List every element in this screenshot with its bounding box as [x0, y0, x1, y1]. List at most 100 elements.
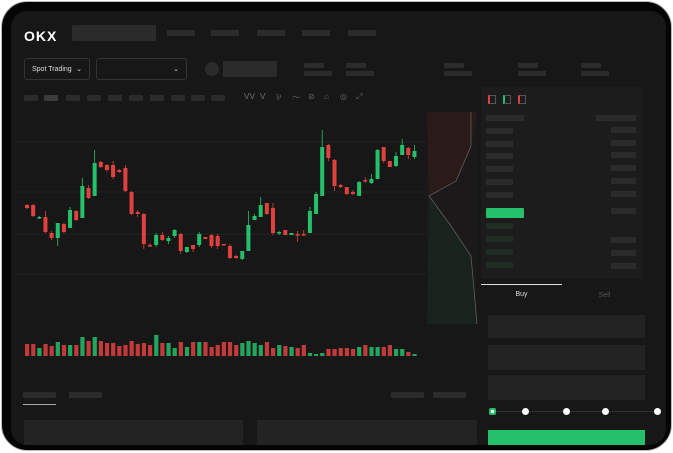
candle	[246, 225, 251, 251]
ask-amount	[611, 140, 636, 146]
slider-mark-75[interactable]	[602, 408, 609, 415]
circle-icon[interactable]: ◎	[340, 92, 347, 101]
volume-bar	[123, 345, 128, 356]
volume-bar	[80, 337, 85, 356]
volume-bar	[37, 348, 42, 356]
nav-item[interactable]	[167, 30, 195, 36]
volume-bar	[111, 343, 116, 356]
candle	[191, 245, 196, 249]
candle	[148, 245, 152, 247]
depth-asks-area	[427, 112, 477, 196]
timeframe-button[interactable]	[24, 95, 38, 101]
buy-button[interactable]	[488, 430, 645, 445]
timeframe-button[interactable]	[44, 95, 58, 101]
timeframe-button[interactable]	[108, 95, 122, 101]
total-input[interactable]	[488, 375, 645, 400]
stat-label	[518, 63, 538, 68]
slider-mark-25[interactable]	[522, 408, 529, 415]
volume-bar	[154, 335, 159, 356]
slider-mark-50[interactable]	[563, 408, 570, 415]
timeframe-button[interactable]	[66, 95, 80, 101]
ask-price	[486, 192, 513, 198]
candle	[166, 238, 171, 241]
timeframe-button[interactable]	[211, 95, 225, 101]
candle	[234, 256, 239, 258]
candle	[31, 205, 36, 216]
filter-button[interactable]	[391, 392, 424, 398]
line-icon[interactable]: 〜	[292, 93, 300, 102]
timeframe-button[interactable]	[171, 95, 185, 101]
volume-bar	[344, 348, 349, 356]
nav-item[interactable]	[257, 30, 285, 36]
candle	[264, 203, 269, 214]
pair-select[interactable]: ⌄	[96, 58, 187, 80]
candle	[215, 236, 220, 246]
ask-price	[486, 153, 513, 159]
book-header-amount	[596, 115, 636, 121]
search-bar[interactable]	[72, 25, 156, 41]
drawing-icon[interactable]: ⅌	[276, 93, 282, 102]
ask-amount	[611, 165, 636, 171]
volume-bar	[61, 345, 67, 356]
candle	[111, 165, 116, 177]
timeframe-button[interactable]	[129, 95, 143, 101]
nav-item[interactable]	[348, 30, 376, 36]
market-type-select[interactable]: Spot Trading ⌄	[24, 58, 90, 80]
candle	[332, 160, 337, 186]
candle	[227, 246, 232, 258]
tab-buy[interactable]: Buy	[515, 291, 528, 298]
indicator-icon[interactable]: ᐯᐯ	[244, 92, 255, 101]
nav-item[interactable]	[211, 30, 239, 36]
volume-bar	[148, 345, 153, 356]
volume-bar	[55, 342, 60, 356]
tab-sell[interactable]: Sell	[598, 292, 611, 299]
volume-bar	[301, 345, 306, 356]
candle	[203, 237, 208, 239]
slider-mark-100[interactable]	[654, 408, 661, 415]
stat-value	[304, 71, 332, 76]
slider-handle[interactable]	[489, 408, 496, 415]
volume-bar	[400, 349, 405, 356]
bid-amount	[611, 237, 636, 243]
pen-icon[interactable]: ⊘	[308, 92, 315, 101]
book-asks-icon[interactable]	[518, 95, 526, 104]
volume-bar	[92, 337, 97, 356]
candle	[320, 147, 325, 196]
price-input[interactable]	[488, 315, 645, 338]
shape-icon[interactable]: ⌂	[324, 92, 329, 101]
volume-bar	[166, 343, 171, 356]
depth-line	[428, 112, 478, 325]
depth-bids-area	[427, 196, 477, 324]
volume-bar	[289, 347, 294, 356]
volume-bar	[307, 353, 313, 356]
tab-history[interactable]	[69, 392, 102, 398]
volume-bar	[197, 342, 202, 356]
candle	[117, 170, 122, 172]
timeframe-button[interactable]	[191, 95, 205, 101]
volume-bar	[203, 342, 208, 356]
fullscreen-icon[interactable]: ⤢	[356, 92, 363, 101]
ask-amount	[611, 178, 636, 184]
book-both-icon[interactable]	[488, 95, 496, 104]
volume-bar	[326, 349, 331, 356]
amount-input[interactable]	[488, 345, 645, 370]
candlestick-chart[interactable]	[11, 86, 481, 376]
amount-slider[interactable]	[489, 408, 661, 415]
chevron-down-icon: ⌄	[76, 66, 82, 73]
volume-bar	[49, 346, 54, 356]
tab-open-orders[interactable]	[23, 392, 56, 398]
volume-bar	[184, 347, 190, 356]
filter-button[interactable]	[433, 392, 466, 398]
okx-logo: OKX	[24, 28, 58, 44]
chart-type-icon[interactable]: ᐯ	[260, 92, 266, 101]
timeframe-button[interactable]	[150, 95, 164, 101]
candle	[357, 182, 362, 196]
bid-price	[486, 249, 513, 255]
book-bids-icon[interactable]	[503, 95, 511, 104]
volume-bar	[412, 354, 417, 356]
volume-bar	[31, 344, 36, 356]
candle	[277, 232, 282, 234]
timeframe-button[interactable]	[87, 95, 101, 101]
nav-item[interactable]	[302, 30, 330, 36]
candle	[252, 216, 257, 220]
